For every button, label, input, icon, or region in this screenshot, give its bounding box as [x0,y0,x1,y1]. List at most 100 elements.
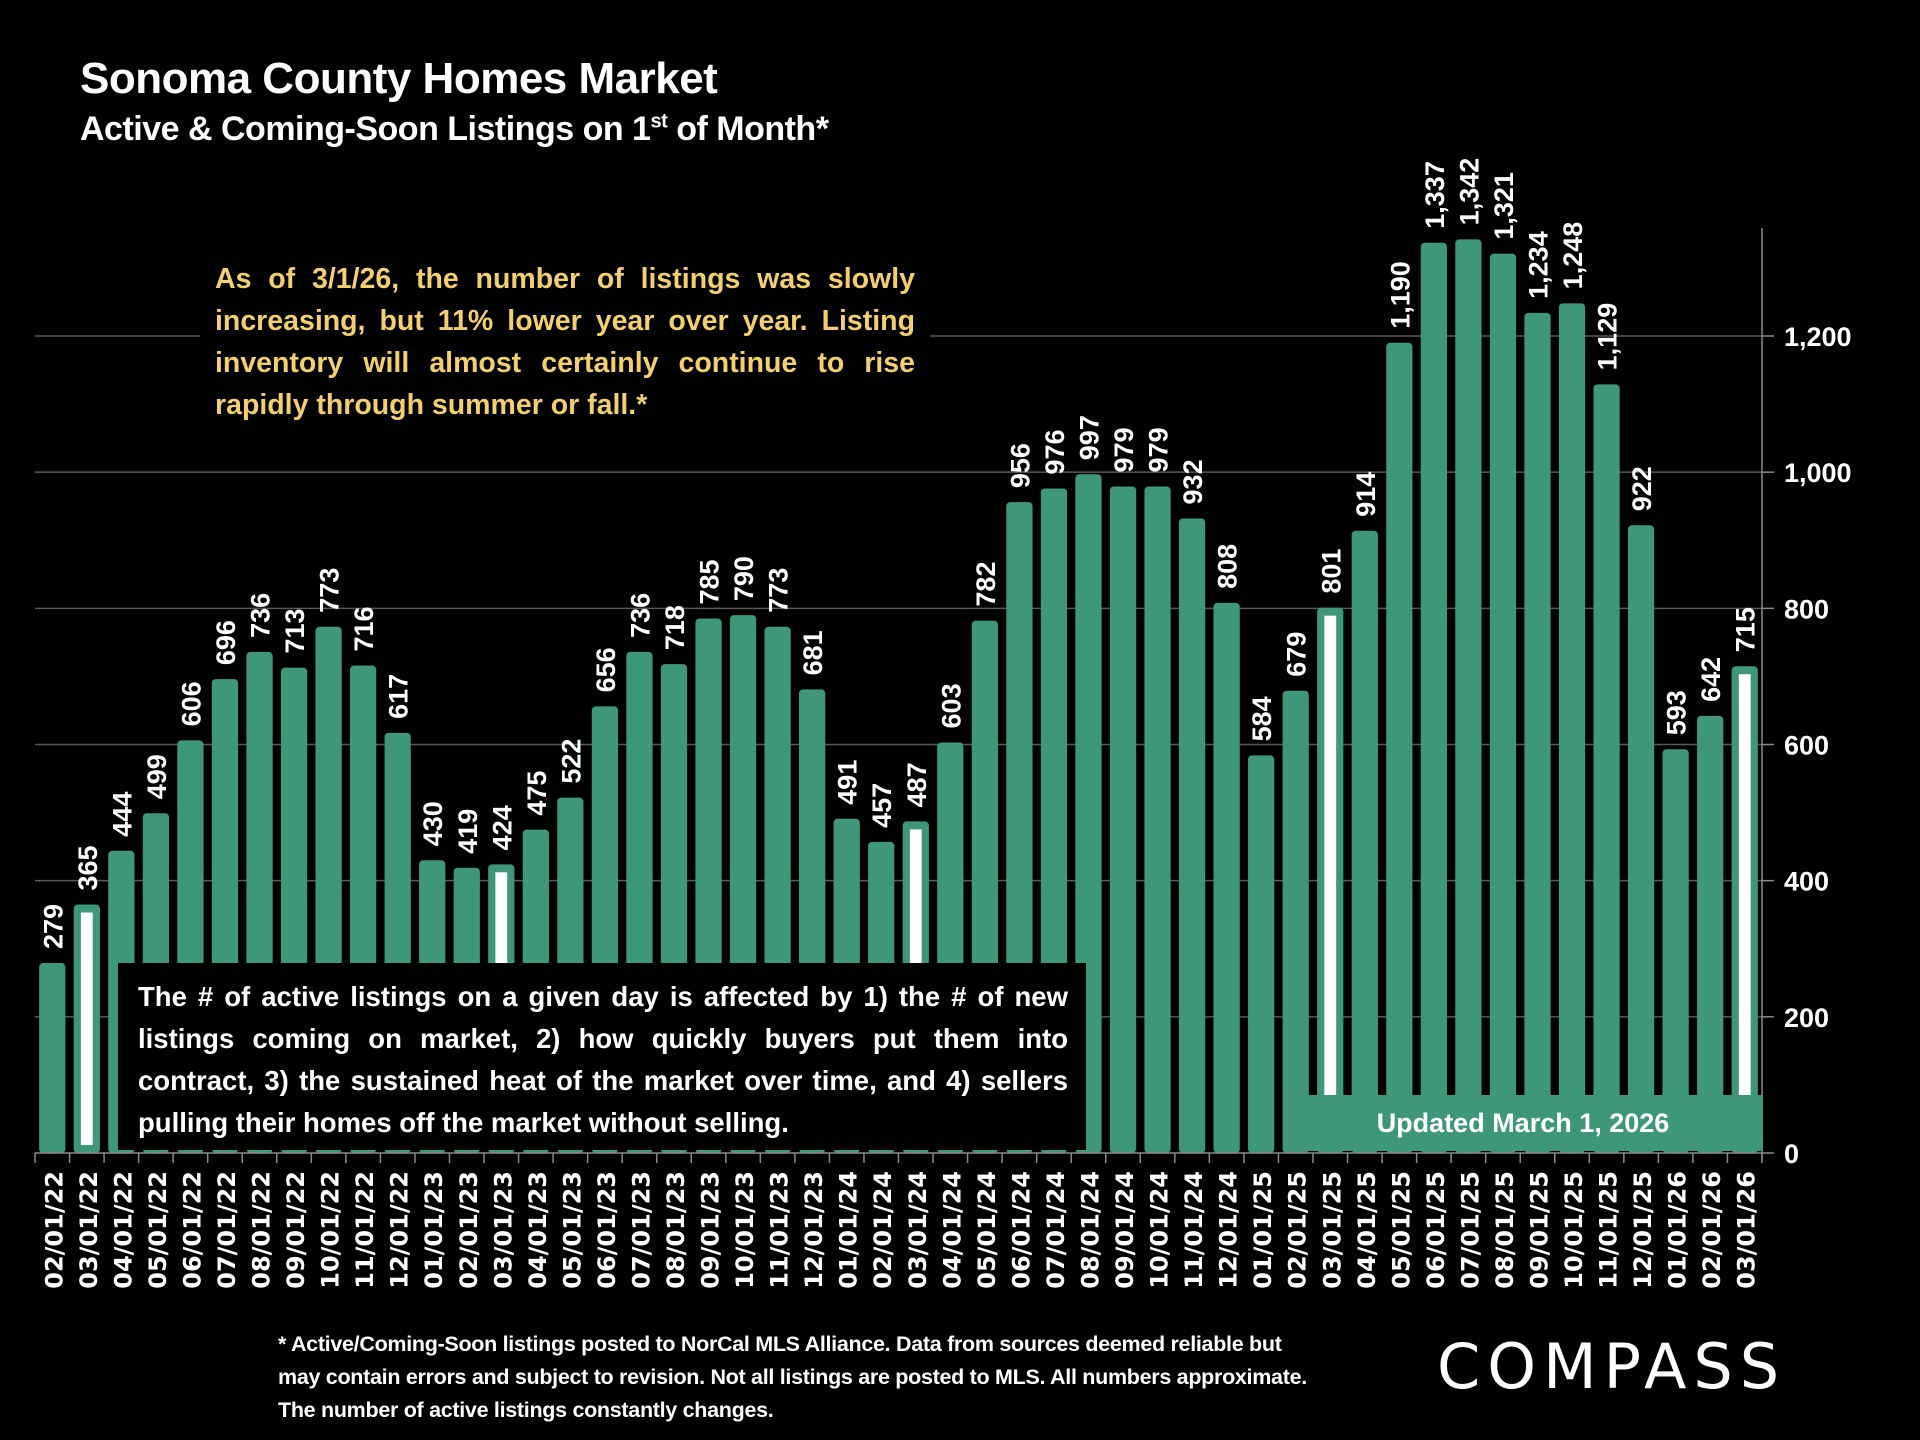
x-axis: 02/01/22 03/01/22 04/01/22 05/01/22 06/01/22… [34,1152,1763,1289]
bar [1420,242,1447,1153]
bar [1593,384,1620,1153]
y-tick-label: 600 [1784,731,1829,761]
updated-badge: Updated March 1, 2026 [1283,1095,1763,1151]
y-tick-label: 200 [1784,1003,1829,1033]
data-label: 1,129 [1593,303,1623,371]
data-label: 444 [107,792,137,837]
x-tick-label: 06/01/23 [593,1171,621,1289]
data-label: 1,337 [1420,161,1450,229]
data-label: 713 [280,609,310,654]
x-tick-label: 04/01/22 [109,1171,137,1289]
data-label: 922 [1627,466,1657,511]
x-tick-label: 02/01/24 [869,1171,897,1289]
x-tick-label: 11/01/24 [1180,1171,1208,1289]
compass-logo: COMPASS [1437,1330,1787,1403]
data-label: 736 [246,593,276,638]
x-tick-label: 09/01/25 [1525,1171,1553,1289]
x-tick-label: 08/01/24 [1076,1171,1104,1289]
bar [1662,749,1689,1153]
chart-subtitle: Active & Coming-Soon Listings on 1st of … [80,110,829,149]
data-label: 785 [695,559,725,604]
x-tick-label: 03/01/26 [1733,1171,1761,1289]
data-label: 642 [1696,657,1726,702]
data-label: 475 [522,771,552,816]
x-tick-label: 03/01/23 [489,1171,517,1289]
data-label: 603 [936,683,966,728]
data-label: 715 [1731,607,1761,652]
data-label: 773 [315,568,345,613]
x-tick-label: 10/01/24 [1146,1171,1174,1289]
data-label: 790 [729,556,759,601]
y-tick-label: 1,000 [1784,458,1852,488]
bar [1697,715,1724,1153]
footnote: * Active/Coming-Soon listings posted to … [278,1332,1307,1422]
bar [1627,525,1655,1153]
x-tick-label: 01/01/25 [1249,1171,1277,1289]
x-tick-label: 06/01/22 [178,1171,206,1289]
x-tick-label: 07/01/25 [1456,1171,1484,1289]
data-label: 1,248 [1558,222,1588,290]
x-tick-label: 09/01/23 [697,1171,725,1289]
bar [1558,303,1586,1153]
subtitle-main: Active & Coming-Soon Listings on 1 [80,110,651,148]
data-label: 279 [38,904,68,949]
data-label: 914 [1351,472,1381,517]
data-label: 487 [902,762,932,807]
bar-chart: 02/01/22 03/01/22 04/01/22 05/01/22 06/01/22… [34,158,1852,1289]
explanation-box: The # of active listings on a given day … [118,963,1086,1150]
data-label: 782 [971,562,1001,607]
y-tick-label: 1,200 [1784,322,1852,352]
data-label: 1,342 [1454,158,1484,226]
data-label: 956 [1005,443,1035,488]
x-tick-label: 10/01/25 [1560,1171,1588,1289]
data-label: 419 [453,809,483,854]
data-label: 681 [798,630,828,675]
x-tick-label: 04/01/23 [524,1171,552,1289]
bar [1455,239,1482,1154]
bar [1351,530,1378,1153]
x-tick-label: 06/01/24 [1007,1171,1035,1289]
x-tick-label: 02/01/25 [1284,1171,1312,1289]
bar [1109,486,1137,1153]
data-label: 979 [1144,427,1174,472]
data-label: 932 [1178,459,1208,504]
data-label: 656 [591,647,621,692]
x-tick-label: 08/01/23 [662,1171,690,1289]
y-tick-label: 0 [1784,1139,1799,1169]
x-tick-label: 12/01/22 [386,1171,414,1289]
x-tick-label: 07/01/23 [627,1171,655,1289]
y-tick-label: 800 [1784,594,1829,624]
x-tick-label: 05/01/23 [558,1171,586,1289]
data-label: 1,190 [1385,261,1415,329]
data-label: 365 [73,845,103,890]
data-label: 979 [1109,427,1139,472]
x-tick-label: 03/01/25 [1318,1171,1346,1289]
x-tick-label: 02/01/23 [455,1171,483,1289]
x-tick-label: 12/01/25 [1629,1171,1657,1289]
x-tick-label: 02/01/26 [1698,1171,1726,1289]
x-tick-label: 10/01/23 [731,1171,759,1289]
x-tick-label: 08/01/22 [248,1171,276,1289]
x-tick-label: 12/01/23 [800,1171,828,1289]
x-tick-label: 01/01/26 [1664,1171,1692,1289]
gold-annotation: As of 3/1/26, the number of listings was… [200,258,930,426]
data-label: 679 [1282,632,1312,677]
data-label: 606 [176,681,206,726]
data-label: 617 [384,674,414,719]
bar [1248,755,1275,1153]
x-tick-label: 08/01/25 [1491,1171,1519,1289]
data-label: 808 [1213,544,1243,589]
data-label: 696 [211,620,241,665]
data-label: 736 [625,593,655,638]
data-label: 593 [1662,690,1692,735]
x-tick-label: 01/01/24 [835,1171,863,1289]
data-label: 976 [1040,429,1070,474]
data-label: 430 [418,801,448,846]
bar [1213,602,1240,1153]
bar [1386,342,1413,1153]
x-tick-label: 02/01/22 [40,1171,68,1289]
x-tick-label: 07/01/24 [1042,1171,1070,1289]
data-label: 584 [1247,696,1277,741]
x-tick-label: 10/01/22 [317,1171,345,1289]
